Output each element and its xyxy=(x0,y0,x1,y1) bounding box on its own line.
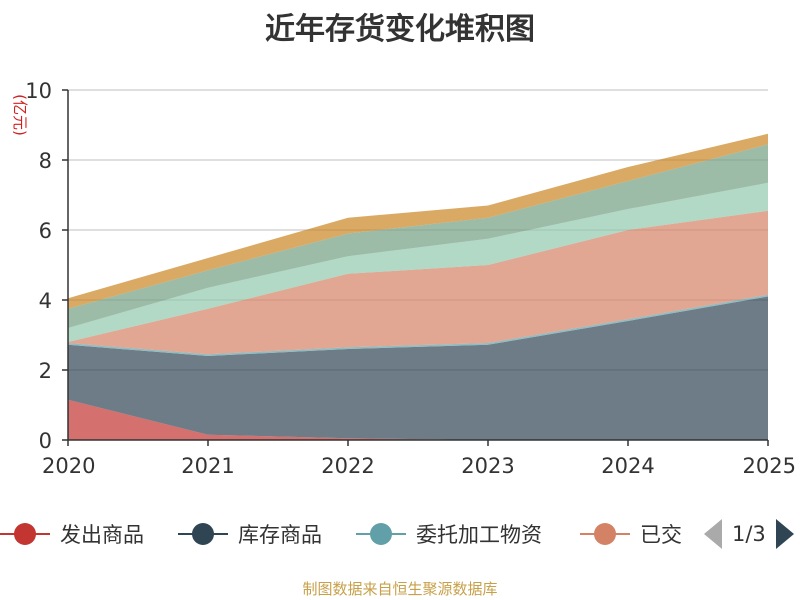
x-tick-label: 2020 xyxy=(42,454,95,478)
y-tick-label: 0 xyxy=(39,429,52,453)
x-tick-label: 2023 xyxy=(461,454,514,478)
y-tick-label: 6 xyxy=(39,219,52,243)
legend-item[interactable]: 委托加工物资 xyxy=(356,514,542,554)
x-tick-label: 2025 xyxy=(743,454,796,478)
legend-item[interactable]: 库存商品 xyxy=(178,514,322,554)
legend-next-page-icon[interactable] xyxy=(775,519,794,549)
legend-label: 已交 xyxy=(640,523,682,547)
data-source-footer: 制图数据来自恒生聚源数据库 xyxy=(302,580,498,598)
x-tick-label: 2024 xyxy=(601,454,654,478)
x-tick-label: 2021 xyxy=(181,454,234,478)
legend-label: 发出商品 xyxy=(60,523,144,547)
area-series-3 xyxy=(68,294,768,356)
area-series xyxy=(68,133,768,440)
area-series-2 xyxy=(68,296,768,440)
y-tick-label: 10 xyxy=(25,79,52,103)
area-series-1 xyxy=(68,399,768,440)
y-tick-label: 4 xyxy=(39,289,52,313)
axes: 0 2 4 6 8 10 2020 2021 2022 2023 2024 2025 xyxy=(25,79,796,478)
legend-page-indicator: 1/3 xyxy=(732,522,766,546)
legend-item[interactable]: 发出商品 xyxy=(0,514,144,554)
legend-item[interactable]: 已交 xyxy=(580,514,682,554)
legend-prev-page-icon[interactable] xyxy=(704,519,722,549)
area-series-7 xyxy=(68,133,768,309)
legend-label: 委托加工物资 xyxy=(416,523,542,547)
legend-pager: 1/3 xyxy=(700,514,800,554)
area-series-5 xyxy=(68,182,768,342)
legend-marker-icon xyxy=(580,514,630,554)
y-tick-label: 2 xyxy=(39,359,52,383)
y-axis-unit-label: (亿元) xyxy=(11,94,29,136)
legend-marker-icon xyxy=(356,514,406,554)
chart-title: 近年存货变化堆积图 xyxy=(265,12,535,47)
legend-marker-icon xyxy=(0,514,50,554)
legend: 发出商品 库存商品 委托加工物资 已交 xyxy=(0,514,800,554)
area-series-4 xyxy=(68,210,768,355)
legend-label: 库存商品 xyxy=(238,523,322,547)
y-tick-label: 8 xyxy=(39,149,52,173)
legend-marker-icon xyxy=(178,514,228,554)
x-tick-label: 2022 xyxy=(321,454,374,478)
